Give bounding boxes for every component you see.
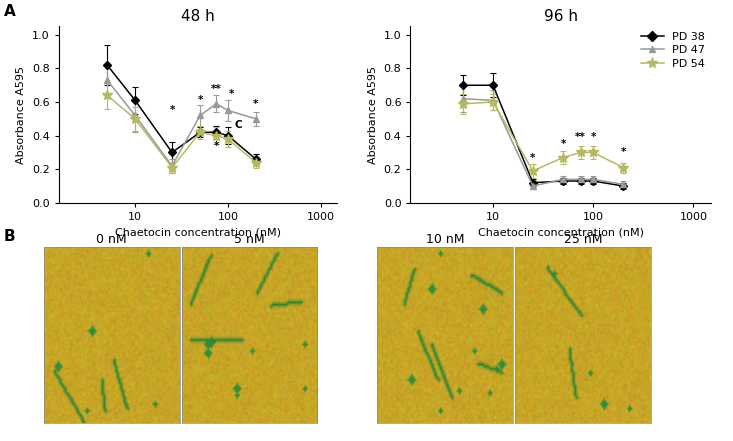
Text: B: B xyxy=(4,229,15,244)
Title: 25 nM: 25 nM xyxy=(564,233,603,246)
Text: *: * xyxy=(591,132,596,142)
Title: 10 nM: 10 nM xyxy=(426,233,465,246)
Text: A: A xyxy=(4,4,15,19)
Legend: PD 38, PD 47, PD 54: PD 38, PD 47, PD 54 xyxy=(641,32,705,69)
Text: *: * xyxy=(530,153,536,163)
Title: 48 h: 48 h xyxy=(181,9,215,24)
X-axis label: Chaetocin concentration (nM): Chaetocin concentration (nM) xyxy=(115,228,281,237)
Text: **: ** xyxy=(211,84,222,93)
Text: C: C xyxy=(235,120,243,130)
Text: *: * xyxy=(197,95,203,105)
Text: **: ** xyxy=(575,132,586,142)
Y-axis label: Absorbance A595: Absorbance A595 xyxy=(16,66,26,164)
X-axis label: Chaetocin concentration (nM): Chaetocin concentration (nM) xyxy=(478,228,644,237)
Y-axis label: Absorbance A595: Absorbance A595 xyxy=(368,66,378,164)
Title: 0 nM: 0 nM xyxy=(97,233,127,246)
Text: *: * xyxy=(560,139,566,149)
Text: *: * xyxy=(169,105,174,116)
Text: *: * xyxy=(229,89,235,99)
Text: *: * xyxy=(621,147,626,157)
Title: 5 nM: 5 nM xyxy=(235,233,265,246)
Text: *: * xyxy=(214,141,219,151)
Title: 96 h: 96 h xyxy=(544,9,578,24)
Text: *: * xyxy=(253,99,259,109)
